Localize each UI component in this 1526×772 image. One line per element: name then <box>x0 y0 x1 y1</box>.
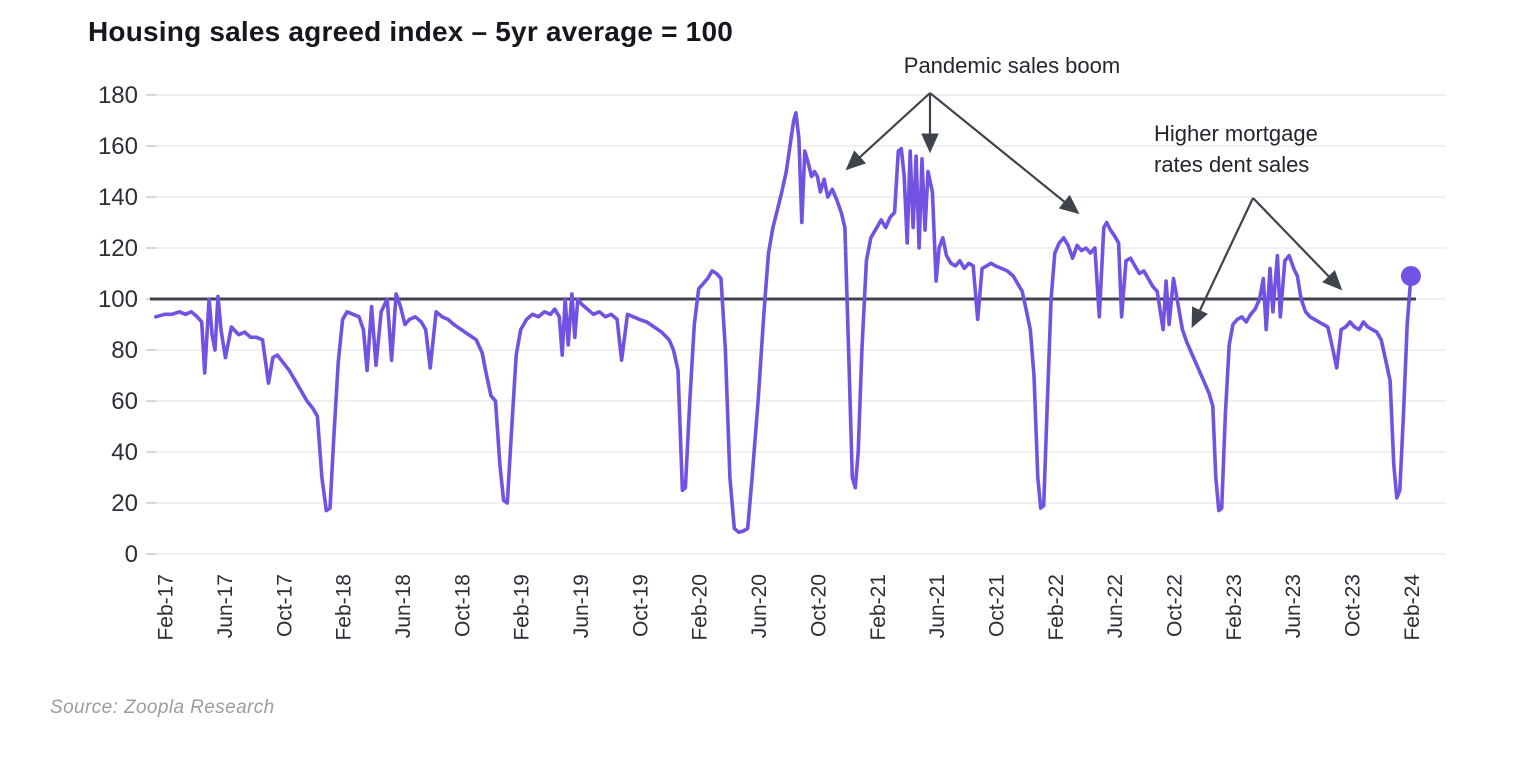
x-tick-label-Jun-20: Jun-20 <box>748 574 771 638</box>
x-tick-label-Jun-19: Jun-19 <box>570 574 593 638</box>
x-tick-label-Feb-17: Feb-17 <box>155 574 178 641</box>
latest-point-marker <box>1400 266 1421 287</box>
x-tick-label-Oct-21: Oct-21 <box>985 574 1008 637</box>
y-tick-label-20: 20 <box>111 490 138 517</box>
annotation-arrow-pandemic-2 <box>929 92 1080 215</box>
x-tick-label-Oct-19: Oct-19 <box>629 574 652 637</box>
x-tick-label-Oct-17: Oct-17 <box>273 574 296 637</box>
chart-title: Housing sales agreed index – 5yr average… <box>88 16 733 47</box>
x-tick-label-Jun-17: Jun-17 <box>214 574 237 638</box>
x-tick-label-Feb-22: Feb-22 <box>1045 574 1068 641</box>
x-tick-label-Feb-18: Feb-18 <box>333 574 356 641</box>
annotation-arrow-pandemic-0 <box>845 92 931 171</box>
annotation-arrow-mortgage-0 <box>1191 197 1254 328</box>
x-tick-label-Jun-23: Jun-23 <box>1282 574 1305 638</box>
x-tick-label-Feb-23: Feb-23 <box>1223 574 1246 641</box>
source-note: Source: Zoopla Research <box>50 697 275 718</box>
x-tick-label-Oct-22: Oct-22 <box>1164 574 1187 637</box>
x-tick-label-Jun-22: Jun-22 <box>1104 574 1127 638</box>
x-tick-label-Oct-23: Oct-23 <box>1342 574 1365 637</box>
x-tick-label-Jun-18: Jun-18 <box>392 574 415 638</box>
y-tick-label-120: 120 <box>98 235 138 262</box>
x-tick-label-Feb-19: Feb-19 <box>511 574 534 641</box>
annotation-higher-mortgage-rates: Higher mortgage rates dent sales <box>1154 121 1318 178</box>
y-tick-label-0: 0 <box>125 541 138 568</box>
y-tick-label-160: 160 <box>98 133 138 160</box>
y-tick-label-80: 80 <box>111 337 138 364</box>
x-tick-label-Oct-20: Oct-20 <box>807 574 830 637</box>
y-tick-label-140: 140 <box>98 184 138 211</box>
x-tick-label-Jun-21: Jun-21 <box>926 574 949 638</box>
annotation-arrow-mortgage-1 <box>1252 197 1343 291</box>
sales-index-line <box>153 111 1413 535</box>
x-tick-label-Oct-18: Oct-18 <box>451 574 474 637</box>
y-tick-label-60: 60 <box>111 388 138 415</box>
y-tick-label-100: 100 <box>98 286 138 313</box>
annotation-pandemic-sales-boom: Pandemic sales boom <box>903 53 1121 78</box>
x-tick-label-Feb-20: Feb-20 <box>689 574 712 641</box>
x-tick-label-Feb-24: Feb-24 <box>1401 574 1424 641</box>
x-tick-label-Feb-21: Feb-21 <box>867 574 890 641</box>
y-tick-label-40: 40 <box>111 439 138 466</box>
y-tick-label-180: 180 <box>98 82 138 109</box>
